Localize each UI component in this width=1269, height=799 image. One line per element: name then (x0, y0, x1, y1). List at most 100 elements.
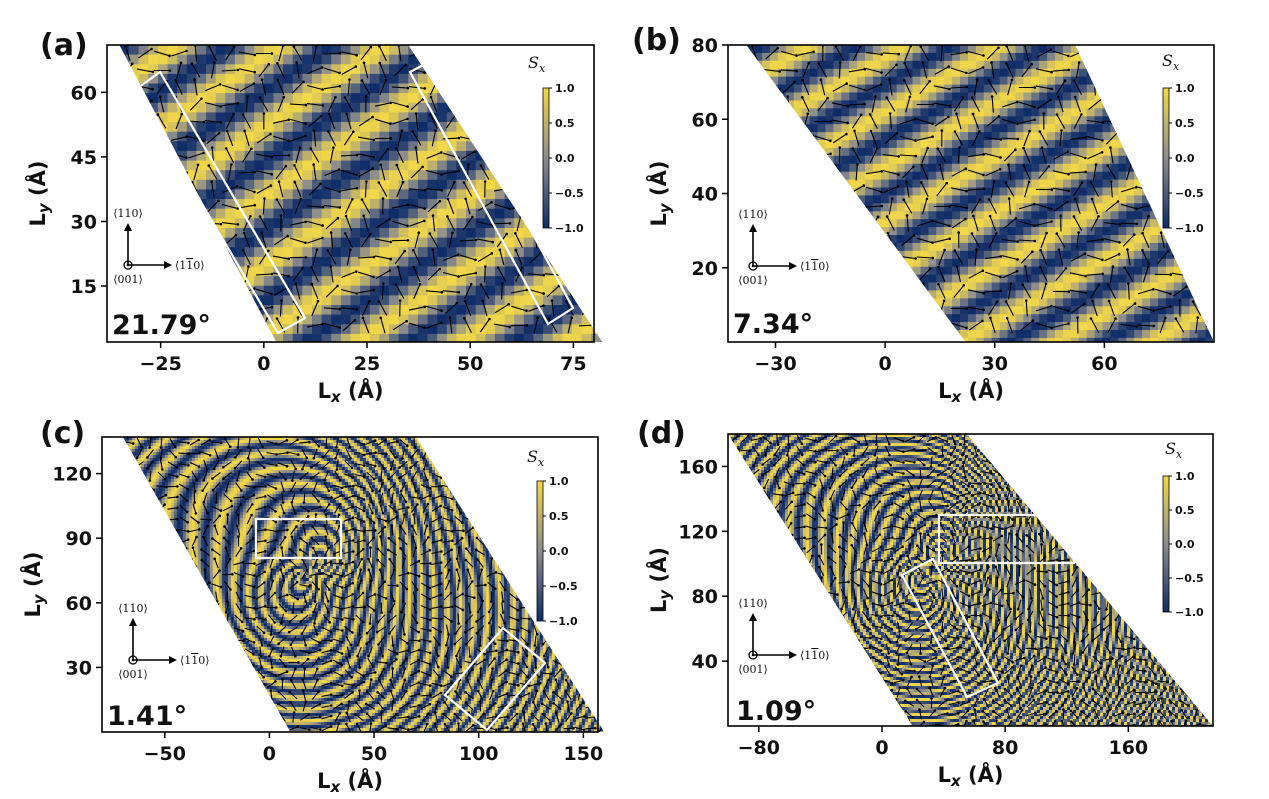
crystal-direction-indicator: ⟨110⟩ ⟨110⟩ ⟨001⟩ (113, 207, 204, 286)
colorbar-tick-label: 0.0 (1175, 538, 1195, 551)
panel-label: (b) (632, 23, 681, 58)
y-axis-label: Ly (Å) (20, 552, 48, 618)
direction-origin-label: ⟨001⟩ (118, 668, 148, 681)
x-axis-label: Lx (Å) (938, 378, 1004, 406)
out-of-plane-icon (748, 261, 758, 271)
y-tick-label: 90 (66, 528, 92, 550)
twist-angle: 21.79° (112, 310, 211, 341)
sx-field (746, 45, 1214, 342)
colorbar (1163, 476, 1169, 612)
panel-label: (d) (637, 416, 686, 451)
y-tick-label: 60 (66, 593, 92, 615)
x-tick-label: 60 (1091, 353, 1117, 375)
panel-0: −25 0 25 50 75 15 30 45 60 Lx (Å) Ly (Å) (a) 21.79° 1… (25, 28, 603, 406)
x-tick-label: 0 (263, 743, 276, 765)
colorbar-title: Sx (527, 447, 545, 469)
x-tick-label: −30 (754, 353, 796, 375)
y-axis-label: Ly (Å) (646, 547, 674, 613)
colorbar (543, 88, 549, 228)
direction-up-label: ⟨110⟩ (113, 207, 143, 220)
x-tick-label: 75 (560, 353, 586, 375)
highlight-box (408, 56, 575, 326)
highlight-box (133, 70, 307, 335)
y-axis-label: Ly (Å) (646, 161, 674, 227)
x-tick-label: −50 (144, 743, 186, 765)
panel-label: (a) (40, 28, 88, 63)
highlight-box (254, 517, 343, 560)
x-tick-label: 80 (992, 737, 1018, 759)
sx-field (119, 45, 603, 342)
sx-field (122, 437, 605, 732)
colorbar-tick-label: 0.5 (1175, 117, 1195, 130)
colorbar-tick-label: 0.5 (1175, 504, 1195, 517)
direction-origin-label: ⟨001⟩ (738, 663, 768, 676)
out-of-plane-icon (748, 650, 758, 660)
y-tick-label: 20 (692, 258, 718, 280)
x-tick-label: 160 (1108, 737, 1148, 759)
x-tick-label: 25 (354, 353, 380, 375)
colorbar-tick-label: 1.0 (1175, 470, 1195, 483)
y-tick-label: 60 (692, 109, 718, 131)
direction-right-label: ⟨110⟩ (175, 259, 205, 272)
direction-right-label: ⟨110⟩ (800, 260, 830, 273)
x-tick-label: −25 (139, 353, 181, 375)
y-tick-label: 60 (71, 82, 97, 104)
colorbar-tick-label: −1.0 (1175, 606, 1204, 619)
direction-origin-label: ⟨001⟩ (113, 273, 143, 286)
x-tick-label: 30 (982, 353, 1008, 375)
direction-right-label: ⟨110⟩ (800, 649, 830, 662)
twist-angle: 1.09° (736, 696, 816, 727)
x-axis-label: Lx (Å) (938, 762, 1004, 790)
out-of-plane-icon (128, 655, 138, 665)
colorbar-tick-label: 1.0 (555, 82, 575, 95)
axes-frame (101, 436, 599, 733)
colorbar-title: Sx (528, 53, 546, 75)
direction-right-label: ⟨110⟩ (180, 654, 210, 667)
y-tick-label: 45 (71, 147, 97, 169)
colorbar-tick-label: 0.0 (555, 152, 575, 165)
y-axis-label: Ly (Å) (25, 161, 53, 227)
y-tick-label: 40 (692, 184, 718, 206)
colorbar-tick-label: 0.5 (555, 117, 575, 130)
x-tick-label: 0 (879, 353, 892, 375)
x-tick-label: 100 (459, 743, 499, 765)
x-tick-label: −80 (738, 737, 780, 759)
y-tick-label: 15 (71, 276, 97, 298)
colorbar-tick-label: 1.0 (549, 475, 569, 488)
colorbar-tick-label: 0.0 (1175, 152, 1195, 165)
x-tick-label: 50 (361, 743, 387, 765)
colorbar-title: Sx (1162, 51, 1180, 73)
panel-2: −50 0 50 100 150 30 60 90 120 Lx (Å) Ly (Å) (c) 1.41… (20, 416, 605, 796)
colorbar-tick-label: −0.5 (549, 580, 578, 593)
y-tick-label: 80 (692, 35, 718, 57)
highlight-box (900, 557, 1000, 699)
x-tick-label: 150 (564, 743, 604, 765)
sx-field (728, 434, 1213, 726)
y-tick-label: 120 (52, 464, 92, 486)
panel-3: −80 0 80 160 40 80 120 160 Lx (Å) Ly (Å) (d) 1.09° 1… (637, 416, 1214, 790)
y-tick-label: 30 (71, 211, 97, 233)
panel-1: −30 0 30 60 20 40 60 80 Lx (Å) Ly (Å) (b) 7.34° 1.0 0… (632, 23, 1215, 406)
crystal-direction-indicator: ⟨110⟩ ⟨110⟩ ⟨001⟩ (118, 602, 209, 681)
colorbar-tick-label: −0.5 (1175, 187, 1204, 200)
twist-angle: 7.34° (733, 309, 813, 340)
colorbar-title: Sx (1165, 439, 1183, 461)
y-tick-label: 120 (678, 521, 718, 543)
axes-frame (727, 433, 1214, 727)
direction-up-label: ⟨110⟩ (738, 597, 768, 610)
highlight-box (937, 513, 1076, 565)
crystal-direction-indicator: ⟨110⟩ ⟨110⟩ ⟨001⟩ (738, 597, 829, 676)
direction-origin-label: ⟨001⟩ (738, 274, 768, 287)
colorbar-tick-label: −1.0 (549, 615, 578, 628)
y-tick-label: 160 (678, 456, 718, 478)
x-axis-label: Lx (Å) (318, 378, 384, 406)
colorbar-tick-label: −1.0 (555, 222, 584, 235)
colorbar-tick-label: 0.5 (549, 510, 569, 523)
colorbar-tick-label: −1.0 (1175, 222, 1204, 235)
x-tick-label: 0 (875, 737, 888, 759)
colorbar-tick-label: 1.0 (1175, 82, 1195, 95)
highlight-box (443, 626, 547, 732)
x-axis-label: Lx (Å) (317, 768, 383, 796)
x-tick-label: 0 (257, 353, 270, 375)
